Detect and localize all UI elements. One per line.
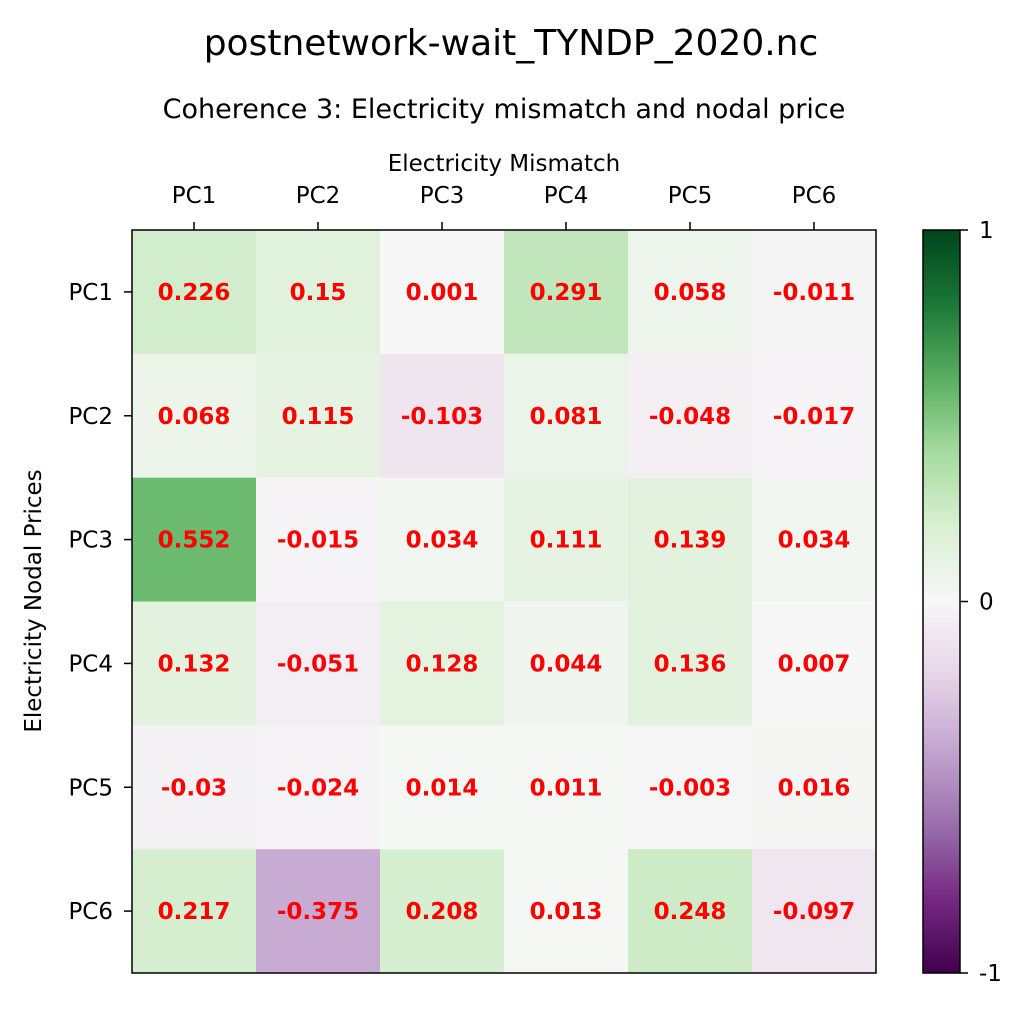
cell-value-label: -0.03: [161, 775, 227, 801]
x-tick-label: PC4: [544, 183, 589, 209]
x-tick-label: PC6: [792, 183, 837, 209]
cell-value-label: -0.375: [277, 899, 359, 925]
y-tick-label: PC5: [68, 775, 113, 801]
heatmap-cell: [380, 230, 505, 355]
heatmap-cell: [380, 849, 505, 974]
cell-value-label: 0.208: [406, 899, 479, 925]
heatmap-cell: [256, 725, 381, 850]
x-tick-label: PC5: [668, 183, 713, 209]
cell-value-label: 0.139: [654, 528, 727, 554]
y-axis-label: Electricity Nodal Prices: [21, 469, 47, 732]
colorbar-tick-label: 0: [979, 590, 994, 616]
heatmap-cell: [256, 353, 381, 479]
cell-value-label: -0.051: [277, 651, 359, 677]
cell-value-label: 0.007: [778, 651, 851, 677]
colorbar: [922, 229, 961, 974]
cell-value-label: -0.017: [773, 404, 855, 430]
heatmap-cell: [752, 230, 877, 355]
heatmap-cell: [752, 477, 877, 602]
heatmap-cell: [628, 725, 753, 850]
y-tick-label: PC1: [68, 280, 113, 306]
cell-value-label: -0.015: [277, 528, 359, 554]
cell-value-label: 0.226: [158, 280, 231, 306]
y-axis-ticks: PC1 PC2 PC3 PC4 PC5 PC6: [68, 280, 132, 925]
cell-value-label: 0.034: [406, 528, 479, 554]
heatmap-cell: [628, 353, 753, 479]
heatmap-cell: [752, 601, 877, 726]
heatmap-cell: [256, 601, 381, 726]
heatmap-value-labels: 0.226 0.15 0.001 0.291 0.058 -0.011 0.068 0.115…: [158, 280, 856, 925]
colorbar-tick-label: 1: [979, 218, 994, 244]
x-tick-label: PC1: [172, 183, 217, 209]
cell-value-label: 0.115: [282, 404, 355, 430]
colorbar-tick-label: -1: [979, 961, 1002, 987]
plot-frame: [131, 229, 877, 974]
cell-value-label: -0.024: [277, 775, 359, 801]
cell-value-label: 0.111: [530, 528, 603, 554]
heatmap-cell: [132, 601, 257, 726]
x-tick-label: PC3: [420, 183, 465, 209]
cell-value-label: 0.014: [406, 775, 479, 801]
cell-value-label: -0.097: [773, 899, 855, 925]
heatmap-cell: [504, 477, 629, 602]
heatmap-cell: [504, 230, 629, 355]
heatmap-cell: [132, 230, 257, 355]
y-tick-label: PC2: [68, 404, 113, 430]
cell-value-label: -0.103: [401, 404, 483, 430]
heatmap-cell: [504, 353, 629, 479]
heatmap-cell: [132, 725, 257, 850]
cell-value-label: 0.044: [530, 651, 603, 677]
chart-title: Coherence 3: Electricity mismatch and no…: [163, 94, 846, 125]
cell-value-label: 0.011: [530, 775, 603, 801]
x-axis-ticks: PC1 PC2 PC3 PC4 PC5 PC6: [172, 183, 837, 230]
y-tick-label: PC4: [68, 651, 113, 677]
cell-value-label: 0.128: [406, 651, 479, 677]
y-tick-label: PC6: [68, 899, 113, 925]
heatmap-cell: [504, 601, 629, 726]
y-tick-label: PC3: [68, 528, 113, 554]
colorbar-ticks: 1 0 -1: [960, 218, 1002, 987]
heatmap-cell: [380, 477, 505, 602]
heatmap-cell: [628, 230, 753, 355]
cell-value-label: 0.291: [530, 280, 603, 306]
cell-value-label: 0.068: [158, 404, 231, 430]
heatmap-cell: [504, 849, 629, 974]
cell-value-label: 0.001: [406, 280, 479, 306]
heatmap-cell: [256, 477, 381, 602]
heatmap-cell: [132, 353, 257, 479]
heatmap-cell: [628, 601, 753, 726]
cell-value-label: 0.034: [778, 528, 851, 554]
cell-value-label: -0.011: [773, 280, 855, 306]
x-axis-label: Electricity Mismatch: [388, 151, 621, 177]
x-tick-label: PC2: [296, 183, 341, 209]
heatmap-cell: [628, 477, 753, 602]
cell-value-label: 0.552: [158, 528, 231, 554]
heatmap-cell: [132, 849, 257, 974]
cell-value-label: -0.003: [649, 775, 731, 801]
heatmap-cell: [256, 849, 381, 974]
heatmap-cell: [380, 353, 505, 479]
cell-value-label: 0.132: [158, 651, 231, 677]
heatmap-cell: [132, 477, 257, 602]
cell-value-label: 0.013: [530, 899, 603, 925]
cell-value-label: 0.058: [654, 280, 727, 306]
heatmap-cell: [504, 725, 629, 850]
cell-value-label: 0.217: [158, 899, 231, 925]
cell-value-label: -0.048: [649, 404, 731, 430]
heatmap-cell: [752, 849, 877, 974]
heatmap-cell: [380, 725, 505, 850]
cell-value-label: 0.016: [778, 775, 851, 801]
heatmap-cells: [132, 230, 877, 974]
cell-value-label: 0.136: [654, 651, 727, 677]
heatmap-cell: [380, 601, 505, 726]
figure-suptitle: postnetwork-wait_TYNDP_2020.nc: [204, 23, 819, 64]
cell-value-label: 0.15: [290, 280, 347, 306]
cell-value-label: 0.081: [530, 404, 603, 430]
cell-value-label: 0.248: [654, 899, 727, 925]
heatmap-cell: [752, 353, 877, 479]
heatmap-cell: [628, 849, 753, 974]
heatmap-cell: [256, 230, 381, 355]
heatmap-cell: [752, 725, 877, 850]
